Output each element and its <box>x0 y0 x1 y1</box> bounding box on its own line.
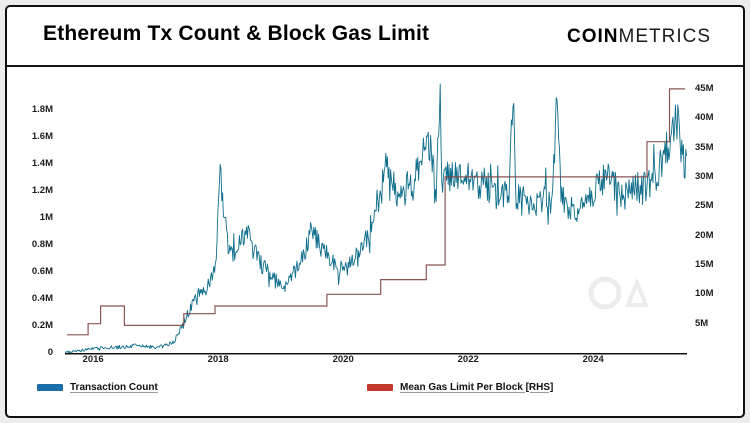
y-tick-right-45M: 45M <box>695 82 714 94</box>
gas-limit-line <box>66 88 686 336</box>
y-tick-left-0.6M: 0.6M <box>31 266 53 277</box>
y-axis-right: 5M 10M 15M 20M 25M 30M 35M 40M 45M <box>691 83 741 355</box>
y-tick-right-30M: 30M <box>695 170 714 182</box>
y-tick-right-5M: 5M <box>695 317 709 329</box>
chart-card: Ethereum Tx Count & Block Gas Limit COIN… <box>5 5 745 418</box>
watermark-circle-icon <box>588 276 622 310</box>
x-tick-2016: 2016 <box>82 354 104 365</box>
watermark-triangle-icon <box>625 277 649 307</box>
transaction-count-line <box>65 83 687 354</box>
y-tick-left-1M: 1M <box>39 212 53 223</box>
legend-swatch-transaction-count <box>37 383 63 391</box>
x-tick-2018: 2018 <box>207 354 229 365</box>
y-tick-right-20M: 20M <box>695 229 714 241</box>
brand-coin: COIN <box>567 26 619 47</box>
y-tick-left-0.8M: 0.8M <box>31 239 53 250</box>
chart-title: Ethereum Tx Count & Block Gas Limit <box>43 22 430 45</box>
legend: Transaction Count Mean Gas Limit Per Blo… <box>7 379 743 397</box>
y-tick-left-0.4M: 0.4M <box>31 293 53 304</box>
y-tick-right-35M: 35M <box>695 141 714 153</box>
legend-item-gas-limit: Mean Gas Limit Per Block [RHS] <box>367 379 553 395</box>
y-tick-left-1.6M: 1.6M <box>31 131 53 142</box>
legend-label-gas-limit: Mean Gas Limit Per Block [RHS] <box>400 381 554 393</box>
y-tick-right-40M: 40M <box>695 112 714 124</box>
legend-item-transaction-count: Transaction Count <box>37 379 158 395</box>
x-tick-2020: 2020 <box>332 354 354 365</box>
y-tick-left-1.8M: 1.8M <box>31 104 53 115</box>
brand-metrics: METRICS <box>618 26 711 47</box>
y-tick-right-10M: 10M <box>695 288 714 300</box>
y-tick-left-1.4M: 1.4M <box>31 158 53 169</box>
header-divider <box>7 65 743 67</box>
y-tick-left-1.2M: 1.2M <box>31 185 53 196</box>
legend-label-transaction-count: Transaction Count <box>70 381 158 393</box>
x-tick-2024: 2024 <box>582 354 604 365</box>
y-tick-left-0.2M: 0.2M <box>31 320 53 331</box>
chart-canvas <box>65 83 687 355</box>
x-axis: 2016 2018 2020 2022 2024 <box>65 355 687 369</box>
y-tick-left-0: 0 <box>47 347 53 358</box>
y-tick-right-25M: 25M <box>695 200 714 212</box>
coinmetrics-logo: COINMETRICS <box>567 26 711 48</box>
y-axis-left: 0 0.2M 0.4M 0.6M 0.8M 1M 1.2M 1.4M 1.6M 1.8M <box>7 83 61 358</box>
legend-swatch-gas-limit <box>367 383 393 391</box>
x-tick-2022: 2022 <box>457 354 479 365</box>
y-tick-right-15M: 15M <box>695 258 714 270</box>
